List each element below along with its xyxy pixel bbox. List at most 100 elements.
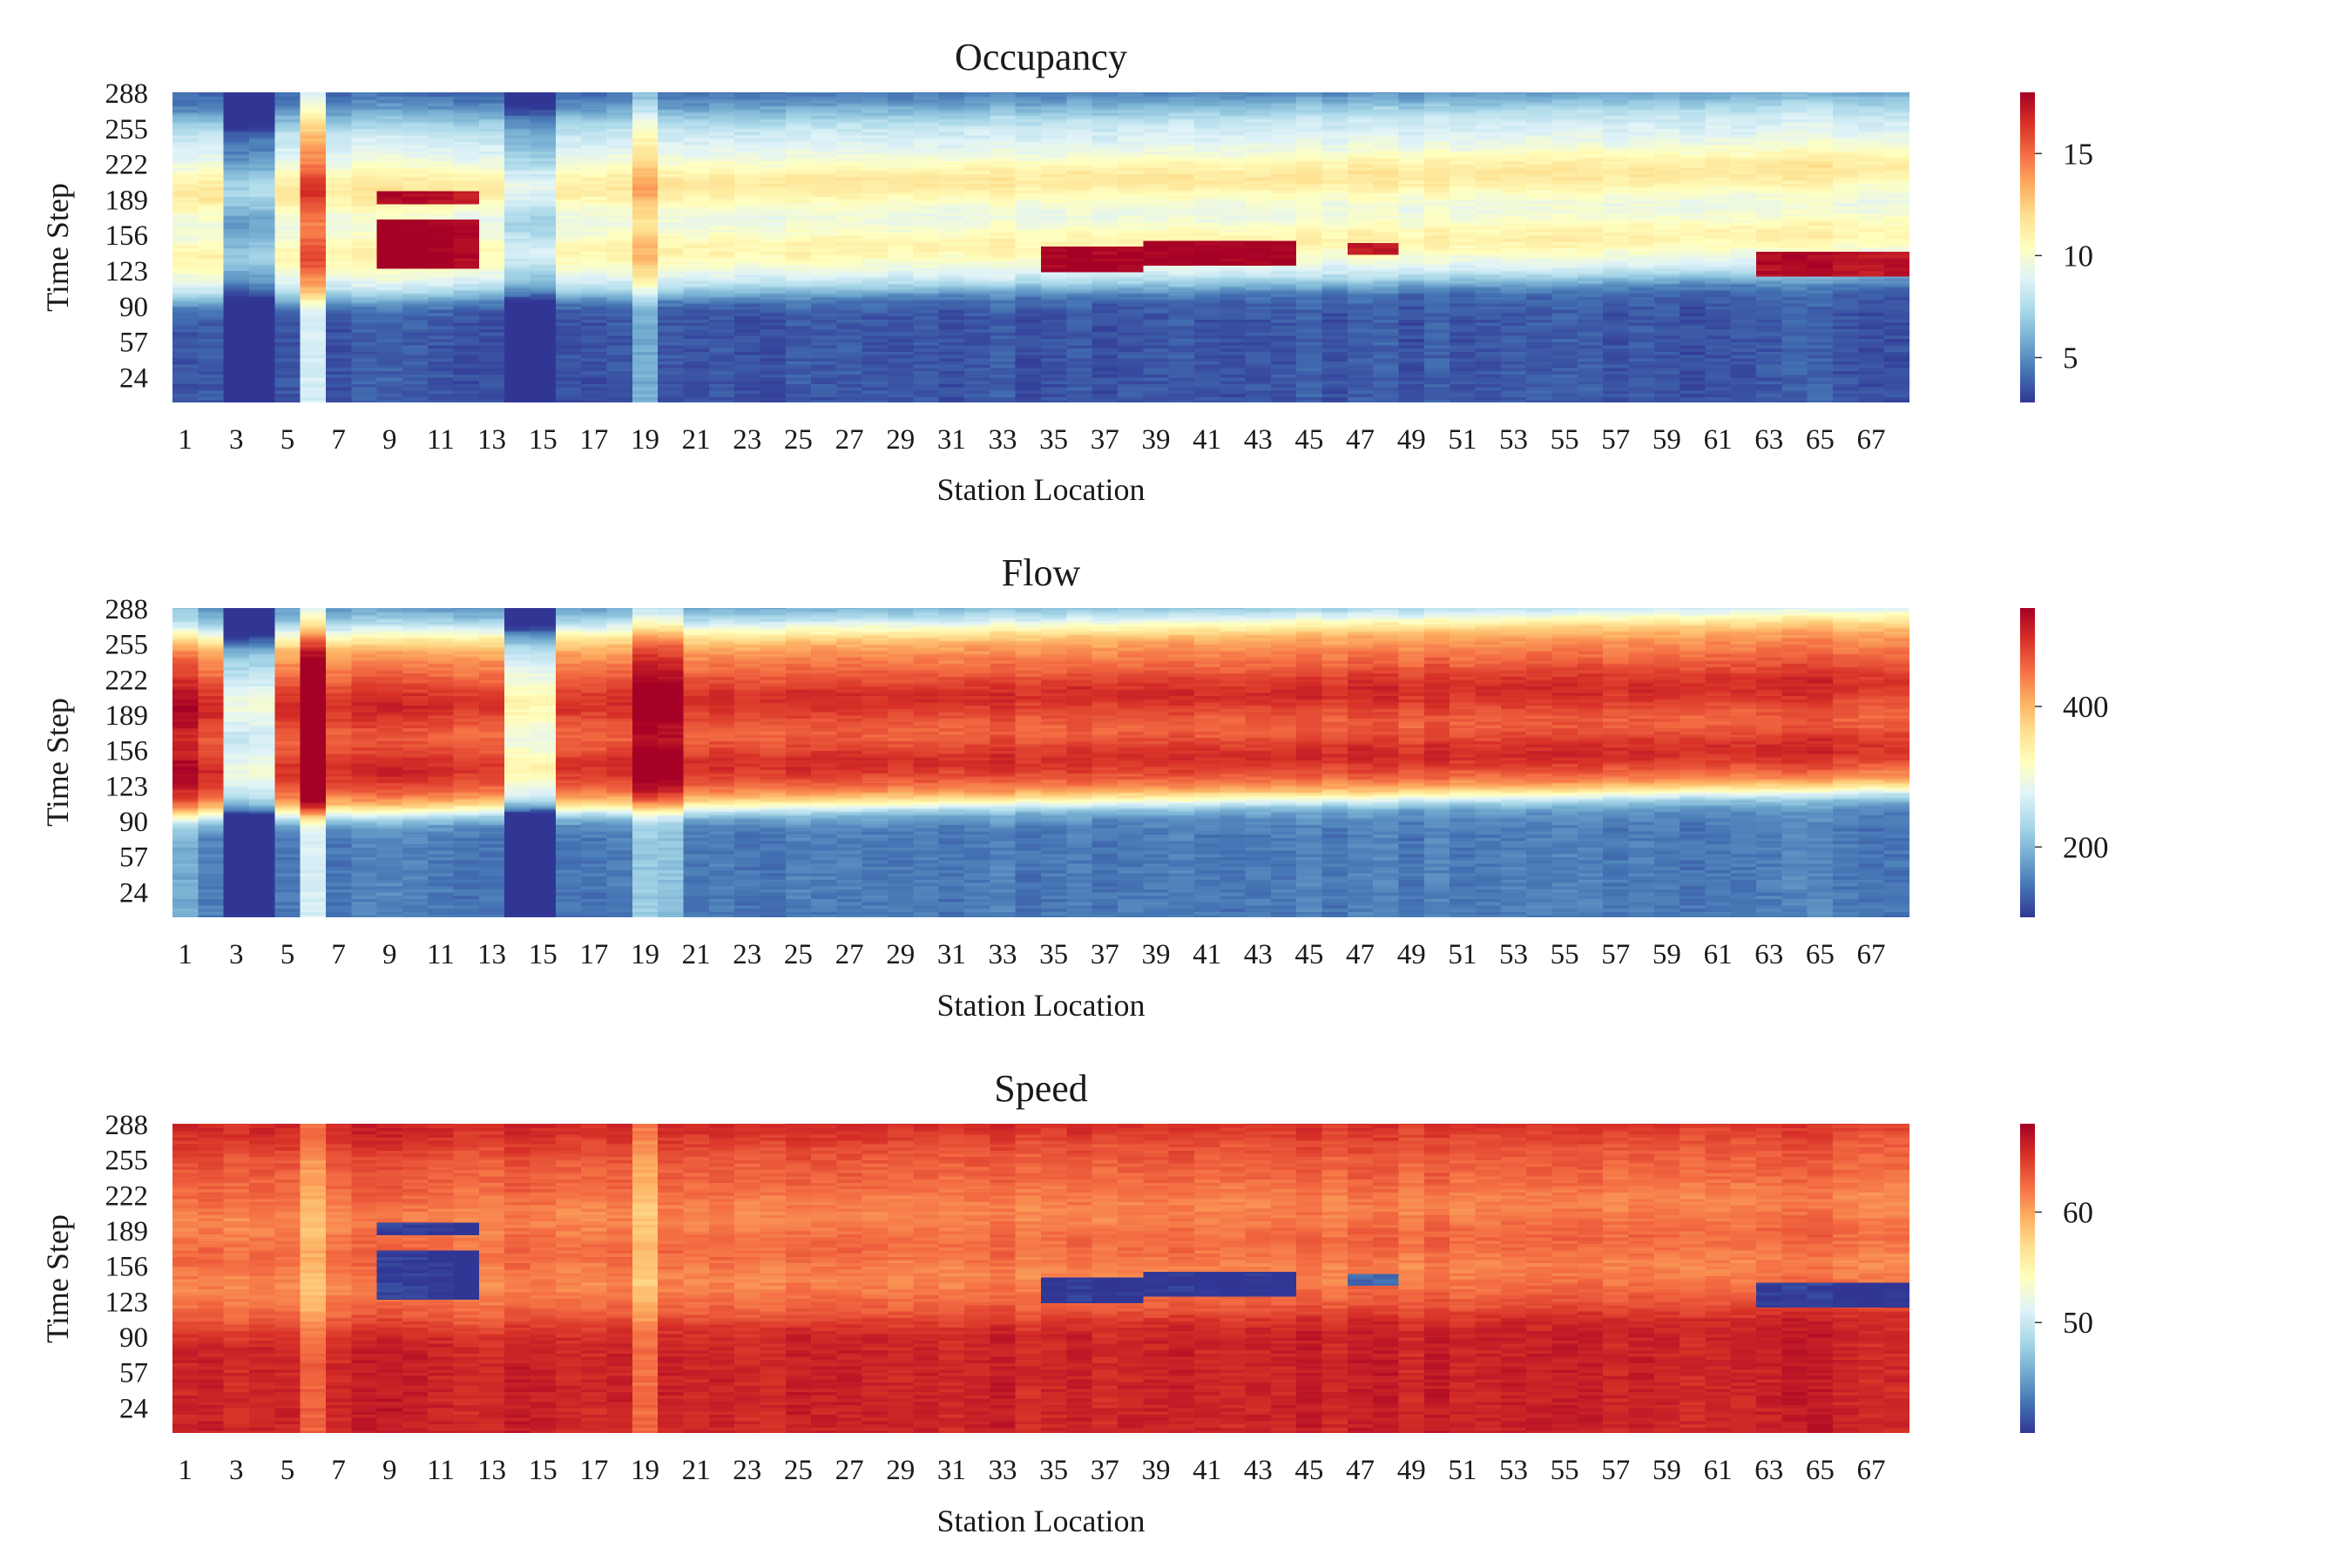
y-tick-label: 222 — [105, 665, 149, 696]
x-tick-label: 11 — [427, 424, 455, 456]
colorbar-tick-label: 10 — [2063, 239, 2093, 273]
x-tick-label: 7 — [331, 1455, 346, 1486]
panel-title: Flow — [1002, 551, 1081, 594]
y-tick-label: 222 — [105, 150, 149, 181]
y-tick-label: 57 — [119, 1358, 148, 1389]
x-tick-label: 23 — [733, 1455, 761, 1486]
x-tick-label: 11 — [427, 1455, 455, 1486]
x-axis-label: Station Location — [937, 472, 1146, 507]
y-tick-label: 57 — [119, 328, 148, 359]
x-tick-label: 15 — [529, 424, 558, 456]
x-tick-label: 67 — [1857, 424, 1886, 456]
x-axis-label: Station Location — [937, 1504, 1146, 1538]
x-tick-label: 59 — [1652, 939, 1681, 970]
x-tick-label: 37 — [1091, 1455, 1119, 1486]
x-tick-label: 9 — [382, 1455, 397, 1486]
x-tick-label: 19 — [631, 424, 659, 456]
x-tick-label: 7 — [331, 939, 346, 970]
x-tick-label: 51 — [1448, 1455, 1477, 1486]
x-tick-label: 31 — [937, 424, 966, 456]
x-tick-label: 47 — [1346, 1455, 1375, 1486]
y-tick-label: 123 — [105, 1287, 149, 1318]
x-tick-label: 57 — [1601, 1455, 1630, 1486]
x-tick-label: 5 — [280, 424, 295, 456]
x-tick-label: 17 — [579, 1455, 608, 1486]
panel-title: Speed — [994, 1067, 1088, 1110]
x-tick-label: 51 — [1448, 939, 1477, 970]
x-tick-label: 65 — [1806, 424, 1835, 456]
colorbar-tick-label: 60 — [2063, 1195, 2093, 1229]
x-tick-label: 11 — [427, 939, 455, 970]
x-tick-label: 23 — [733, 939, 761, 970]
x-tick-label: 15 — [529, 1455, 558, 1486]
x-tick-label: 61 — [1704, 1455, 1733, 1486]
y-axis-label: Time Step — [40, 183, 75, 312]
x-tick-label: 15 — [529, 939, 558, 970]
x-tick-label: 41 — [1193, 939, 1221, 970]
y-tick-label: 222 — [105, 1180, 149, 1212]
x-tick-label: 53 — [1499, 939, 1528, 970]
y-tick-label: 255 — [105, 1146, 149, 1177]
x-tick-label: 29 — [886, 424, 915, 456]
x-tick-label: 45 — [1294, 424, 1323, 456]
y-tick-label: 189 — [105, 1216, 149, 1247]
x-tick-label: 45 — [1294, 939, 1323, 970]
colorbar-tick-label: 200 — [2063, 830, 2109, 864]
x-tick-label: 43 — [1244, 1455, 1273, 1486]
x-tick-label: 37 — [1091, 939, 1119, 970]
x-tick-labels: 1 3 5 7 9 11 13 15 17 19 21 23 25 27 29 31 33 35 37 39 41 43 4… — [178, 424, 1885, 456]
x-tick-label: 5 — [280, 939, 295, 970]
x-tick-label: 55 — [1551, 1455, 1579, 1486]
y-tick-label: 156 — [105, 1252, 149, 1283]
x-tick-label: 33 — [989, 939, 1017, 970]
x-tick-label: 37 — [1091, 424, 1119, 456]
x-tick-label: 27 — [835, 939, 864, 970]
colorbar-tick-label: 50 — [2063, 1306, 2093, 1340]
y-tick-label: 90 — [119, 1322, 148, 1354]
y-tick-label: 24 — [119, 362, 148, 394]
x-tick-label: 63 — [1754, 424, 1783, 456]
x-tick-label: 65 — [1806, 939, 1835, 970]
x-tick-label: 13 — [477, 939, 506, 970]
x-tick-label: 41 — [1193, 1455, 1221, 1486]
x-tick-label: 1 — [178, 424, 193, 456]
x-tick-label: 13 — [477, 1455, 506, 1486]
x-tick-label: 53 — [1499, 1455, 1528, 1486]
x-tick-label: 55 — [1551, 939, 1579, 970]
x-tick-label: 67 — [1857, 939, 1886, 970]
x-tick-label: 27 — [835, 424, 864, 456]
x-tick-label: 49 — [1397, 939, 1426, 970]
x-tick-label: 39 — [1141, 424, 1170, 456]
colorbar-speed — [2020, 1124, 2035, 1433]
x-tick-label: 63 — [1754, 1455, 1783, 1486]
x-tick-label: 1 — [178, 939, 193, 970]
x-tick-label: 39 — [1141, 1455, 1170, 1486]
x-tick-label: 61 — [1704, 939, 1733, 970]
x-tick-label: 43 — [1244, 424, 1273, 456]
x-tick-label: 59 — [1652, 424, 1681, 456]
x-tick-label: 9 — [382, 424, 397, 456]
x-tick-label: 3 — [229, 939, 244, 970]
heatmap-flow — [172, 608, 1909, 917]
x-tick-label: 57 — [1601, 939, 1630, 970]
y-axis-label: Time Step — [40, 1214, 75, 1343]
x-tick-label: 45 — [1294, 1455, 1323, 1486]
x-tick-label: 35 — [1039, 939, 1068, 970]
x-tick-label: 17 — [579, 424, 608, 456]
colorbar-occupancy — [2020, 92, 2035, 402]
x-tick-label: 29 — [886, 939, 915, 970]
x-tick-label: 23 — [733, 424, 761, 456]
colorbar-tick-label: 400 — [2063, 690, 2109, 724]
y-tick-label: 156 — [105, 220, 149, 252]
x-tick-label: 3 — [229, 424, 244, 456]
x-tick-label: 19 — [631, 939, 659, 970]
y-tick-label: 57 — [119, 842, 148, 874]
heatmap-speed — [172, 1124, 1909, 1433]
x-tick-label: 31 — [937, 939, 966, 970]
x-tick-labels: 1 3 5 7 9 11 13 15 17 19 21 23 25 27 29 31 33 35 37 39 41 43 4… — [178, 939, 1885, 970]
